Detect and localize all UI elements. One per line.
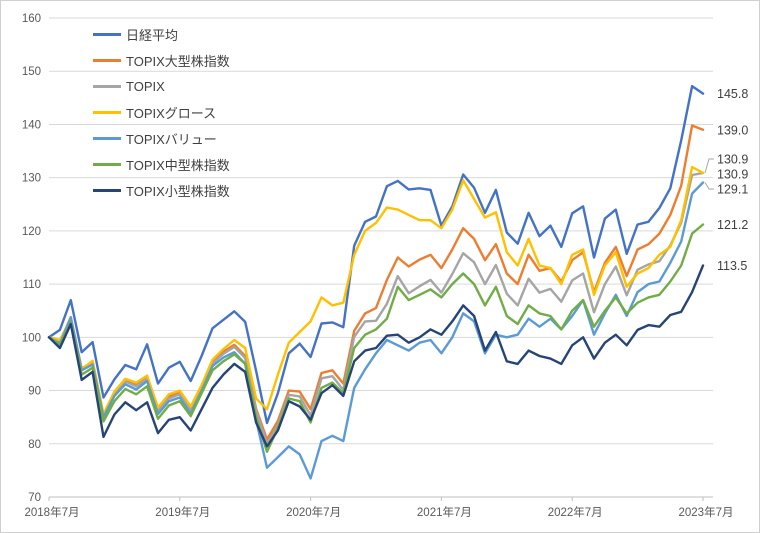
y-axis-tick-label: 70 bbox=[28, 492, 41, 504]
y-axis-tick-label: 80 bbox=[28, 439, 41, 451]
legend-item: TOPIX小型株指数 bbox=[93, 177, 230, 203]
chart-legend: 日経平均 TOPIX大型株指数 TOPIX TOPIXグロース TOPIXバリュー TOP… bbox=[93, 21, 230, 203]
legend-label: TOPIXバリュー bbox=[126, 131, 217, 147]
legend-line-swatch bbox=[93, 110, 121, 114]
end-label-leader bbox=[704, 158, 714, 174]
x-axis-tick-label: 2020年7月 bbox=[286, 505, 341, 519]
legend-line-swatch bbox=[93, 162, 121, 166]
y-axis-tick-label: 150 bbox=[22, 66, 41, 78]
y-axis-tick-label: 130 bbox=[22, 173, 41, 185]
y-axis-tick-label: 110 bbox=[23, 279, 41, 291]
legend-label: 日経平均 bbox=[126, 27, 179, 43]
legend-item: TOPIX bbox=[93, 73, 230, 99]
legend-item: TOPIX大型株指数 bbox=[93, 47, 230, 73]
legend-item: TOPIXバリュー bbox=[93, 125, 230, 151]
legend-line-swatch bbox=[93, 58, 121, 62]
series-line-TOPIXグロース bbox=[47, 165, 705, 416]
end-value-label: 145.8 bbox=[717, 87, 748, 101]
legend-line-swatch bbox=[93, 136, 121, 140]
legend-item: 日経平均 bbox=[93, 21, 230, 47]
y-axis-tick-label: 160 bbox=[22, 13, 41, 25]
legend-line-swatch bbox=[93, 84, 121, 88]
end-value-label: 130.9 bbox=[717, 153, 748, 167]
series-line-TOPIX小型株指数 bbox=[47, 264, 705, 448]
end-value-label: 130.9 bbox=[717, 168, 748, 182]
series-line-TOPIX中型株指数 bbox=[47, 223, 705, 453]
legend-label: TOPIX大型株指数 bbox=[126, 53, 230, 69]
series-line-TOPIXバリュー bbox=[47, 181, 705, 480]
end-label-leader bbox=[704, 182, 714, 190]
series-line-日経平均 bbox=[47, 84, 705, 425]
y-axis-tick-label: 100 bbox=[22, 332, 41, 344]
legend-label: TOPIX中型株指数 bbox=[126, 157, 230, 173]
legend-item: TOPIX中型株指数 bbox=[93, 151, 230, 177]
y-axis-tick-label: 90 bbox=[28, 386, 41, 398]
y-axis-tick-label: 140 bbox=[22, 119, 41, 131]
end-value-label: 113.5 bbox=[717, 259, 747, 273]
legend-item: TOPIXグロース bbox=[93, 99, 230, 125]
x-axis-tick-label: 2022年7月 bbox=[548, 505, 603, 519]
x-axis-tick-label: 2023年7月 bbox=[679, 505, 734, 519]
legend-label: TOPIXグロース bbox=[126, 105, 217, 121]
legend-label: TOPIX小型株指数 bbox=[126, 183, 230, 199]
end-value-label: 139.0 bbox=[717, 123, 748, 137]
legend-line-swatch bbox=[93, 188, 121, 192]
legend-label: TOPIX bbox=[126, 78, 165, 94]
x-axis-tick-label: 2021年7月 bbox=[417, 505, 472, 519]
y-axis-tick-label: 120 bbox=[22, 226, 41, 238]
x-axis-tick-label: 2019年7月 bbox=[155, 505, 210, 519]
x-axis-tick-label: 2018年7月 bbox=[25, 505, 80, 519]
end-value-label: 121.2 bbox=[717, 218, 748, 232]
legend-line-swatch bbox=[93, 32, 121, 36]
end-value-label: 129.1 bbox=[717, 183, 748, 197]
